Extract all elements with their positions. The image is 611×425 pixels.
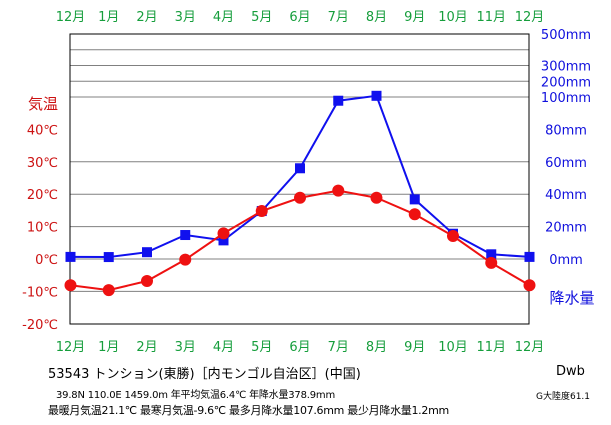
precipitation-point xyxy=(142,247,152,258)
precipitation-point xyxy=(65,251,76,262)
month-label: 9月 xyxy=(404,340,425,355)
month-label: 2月 xyxy=(136,340,157,355)
temperature-tick-label: 10℃ xyxy=(27,221,58,236)
precipitation-tick-label: 60mm xyxy=(545,156,587,171)
precipitation-tick-label: 40mm xyxy=(545,188,587,203)
precipitation-tick-label: 200mm xyxy=(541,75,591,90)
temperature-point xyxy=(64,279,77,292)
temperature-point xyxy=(255,205,268,218)
temperature-point xyxy=(141,275,153,288)
temperature-point xyxy=(217,227,230,240)
temperature-tick-label: 20℃ xyxy=(27,188,58,203)
station-extremes: 最暖月気温21.1℃ 最寒月気温-9.6℃ 最多月降水量107.6mm 最少月降… xyxy=(48,404,449,417)
temperature-tick-label: 40℃ xyxy=(27,123,58,138)
temperature-axis-label: 気温 xyxy=(28,95,58,113)
bottom-month-labels: 12月 1月 2月 3月 4月 5月 6月 7月 8月 9月 10月 11月 12月 xyxy=(56,340,545,355)
month-label: 12月 xyxy=(56,340,86,355)
month-label: 9月 xyxy=(404,10,425,25)
month-label: 10月 xyxy=(438,340,468,355)
precipitation-tick-label: 300mm xyxy=(541,60,591,75)
precipitation-series xyxy=(65,90,535,263)
precipitation-point xyxy=(218,235,229,246)
station-summary: 39.8N 110.0E 1459.0m 年平均気温6.4℃ 年降水量378.9… xyxy=(56,390,335,401)
month-label: 7月 xyxy=(328,10,349,25)
temperature-axis: 気温 40℃ 30℃ 20℃ 10℃ 0℃ -10℃ -20℃ xyxy=(22,95,58,333)
precipitation-point xyxy=(333,95,344,106)
month-label: 7月 xyxy=(328,340,349,355)
month-label: 11月 xyxy=(476,340,506,355)
precipitation-point xyxy=(486,249,497,260)
precipitation-line xyxy=(70,94,530,259)
precipitation-axis-label: 降水量 xyxy=(549,289,594,307)
precipitation-point xyxy=(295,163,305,174)
month-label: 5月 xyxy=(251,340,272,355)
month-label: 1月 xyxy=(98,10,119,25)
temperature-point xyxy=(332,184,345,197)
precipitation-tick-label: 0mm xyxy=(549,253,583,268)
precipitation-tick-label: 20mm xyxy=(545,221,587,236)
temperature-series xyxy=(64,184,536,297)
month-label: 12月 xyxy=(515,10,545,25)
month-label: 12月 xyxy=(56,10,86,25)
continentality-index: G大陸度61.1 xyxy=(536,392,591,402)
top-month-labels: 12月 1月 2月 3月 4月 5月 6月 7月 8月 9月 10月 11月 12月 xyxy=(56,10,545,25)
temperature-point xyxy=(179,253,192,266)
temperature-point xyxy=(408,208,421,221)
precipitation-point xyxy=(103,252,114,263)
month-label: 12月 xyxy=(515,340,545,355)
temperature-tick-label: 30℃ xyxy=(27,156,58,171)
precipitation-point xyxy=(524,251,535,262)
month-label: 1月 xyxy=(98,340,119,355)
climate-class: Dwb xyxy=(556,364,585,379)
precipitation-tick-label: 80mm xyxy=(545,123,587,138)
month-label: 3月 xyxy=(175,10,196,25)
month-label: 11月 xyxy=(476,10,506,25)
temperature-tick-label: -20℃ xyxy=(22,318,58,333)
month-label: 8月 xyxy=(366,340,387,355)
month-label: 8月 xyxy=(366,10,387,25)
temperature-tick-label: -10℃ xyxy=(22,285,58,300)
temperature-point xyxy=(370,191,383,204)
temperature-point xyxy=(294,191,306,204)
precipitation-point xyxy=(371,90,382,101)
temperature-point xyxy=(523,279,536,292)
month-label: 2月 xyxy=(136,10,157,25)
temperature-point xyxy=(447,229,459,242)
temperature-tick-label: 0℃ xyxy=(35,253,58,268)
temperature-point xyxy=(102,284,115,297)
month-label: 4月 xyxy=(213,10,234,25)
precipitation-tick-label: 500mm xyxy=(541,28,591,43)
station-name: 53543 トンション(東勝)［内モンゴル自治区］(中国) xyxy=(48,367,361,382)
month-label: 5月 xyxy=(251,10,272,25)
grid-lines xyxy=(70,49,529,292)
precipitation-tick-label: 100mm xyxy=(541,91,591,106)
month-label: 6月 xyxy=(289,10,310,25)
month-label: 3月 xyxy=(175,340,196,355)
plot-frame xyxy=(69,33,530,325)
month-label: 6月 xyxy=(289,340,310,355)
precipitation-point xyxy=(180,230,191,241)
month-label: 10月 xyxy=(438,10,468,25)
precipitation-point xyxy=(409,194,420,205)
temperature-point xyxy=(485,256,498,269)
temperature-line xyxy=(70,189,531,292)
month-label: 4月 xyxy=(213,340,234,355)
